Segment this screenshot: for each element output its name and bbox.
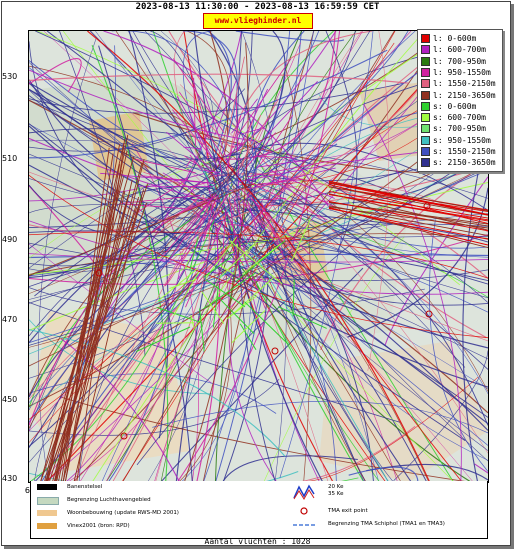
legend-label: l: 2150-3650m [433,90,496,100]
legend-label: l: 700-950m [433,56,486,66]
legend-item: l: 1550-2150m [421,78,501,89]
y-tick-510: 510 [2,154,18,163]
legend-swatch [421,45,430,55]
legend-swatch [421,147,430,156]
legend-item: s: 950-1550m [421,135,501,146]
legend-item: s: 0-600m [421,101,501,112]
legend-label: s: 950-1550m [433,135,491,145]
legend-swatch [421,79,430,89]
airport-boundary-swatch [37,497,59,505]
housing-swatch [37,510,57,516]
legend-label: l: 1550-2150m [433,79,496,89]
legend-label: s: 1550-2150m [433,147,496,156]
y-tick-530: 530 [2,72,18,81]
legend-label: s: 600-700m [433,113,486,123]
y-tick-450: 450 [2,395,18,404]
altitude-legend: l: 0-600m l: 600-700m l: 700-950m l: 950-15… [417,29,503,172]
flight-track-map [28,30,489,483]
legend-swatch [421,113,430,123]
legend-item: l: 700-950m [421,56,501,67]
legend-swatch [421,158,430,168]
legend-item: l: 0-600m [421,33,501,44]
tma-boundary-icon [293,524,317,526]
tma-exit-icon [300,507,308,515]
airport-markers [95,202,433,440]
noise-contour-icon [293,484,315,500]
tma-boundary-label: Begrenzing TMA Schiphol (TMA1 en TMA3) [328,521,445,527]
legend-swatch [421,124,430,134]
ke-35-label: 35 Ke [328,491,344,497]
legend-label: l: 0-600m [433,34,477,43]
runway-swatch [37,484,57,490]
map-canvas [29,31,488,482]
legend-swatch [421,101,430,111]
y-tick-430: 430 [2,474,18,483]
legend-item: l: 2150-3650m [421,90,501,101]
runway-label: Banenstelsel [67,484,103,490]
flight-count: Aantal vluchten : 1028 [204,537,311,546]
flight-tracks [29,31,488,482]
legend-item: s: 2150-3650m [421,157,501,168]
legend-swatch [421,56,430,66]
legend-item: s: 600-700m [421,112,501,123]
time-range-title: 2023-08-13 11:30:00 - 2023-08-13 16:59:5… [135,2,380,12]
legend-item: s: 700-950m [421,123,501,134]
airport-boundary-label: Begrenzing Luchthavengebied [67,497,151,503]
legend-label: s: 700-950m [433,124,486,134]
legend-label: s: 2150-3650m [433,158,496,168]
legend-label: l: 950-1550m [433,67,491,77]
vinex-label: Vinex2001 (bron: RPD) [67,523,130,529]
legend-swatch [421,90,430,100]
site-badge[interactable]: www.vlieghinder.nl [203,13,313,29]
legend-label: l: 600-700m [433,45,486,55]
legend-swatch [421,135,430,145]
legend-item: l: 600-700m [421,44,501,55]
vinex-swatch [37,523,57,529]
housing-label: Woonbebouwing (update RWS-MD 2001) [67,510,179,516]
tma-exit-label: TMA exit point [328,508,368,514]
legend-label: s: 0-600m [433,101,477,111]
legend-item: l: 950-1550m [421,67,501,78]
y-tick-470: 470 [2,315,18,324]
map-legend: Banenstelsel Begrenzing Luchthavengebied… [30,481,488,539]
legend-item: s: 1550-2150m [421,146,501,157]
ke-20-label: 20 Ke [328,484,344,490]
legend-swatch [421,34,430,43]
legend-swatch [421,67,430,77]
y-tick-490: 490 [2,235,18,244]
